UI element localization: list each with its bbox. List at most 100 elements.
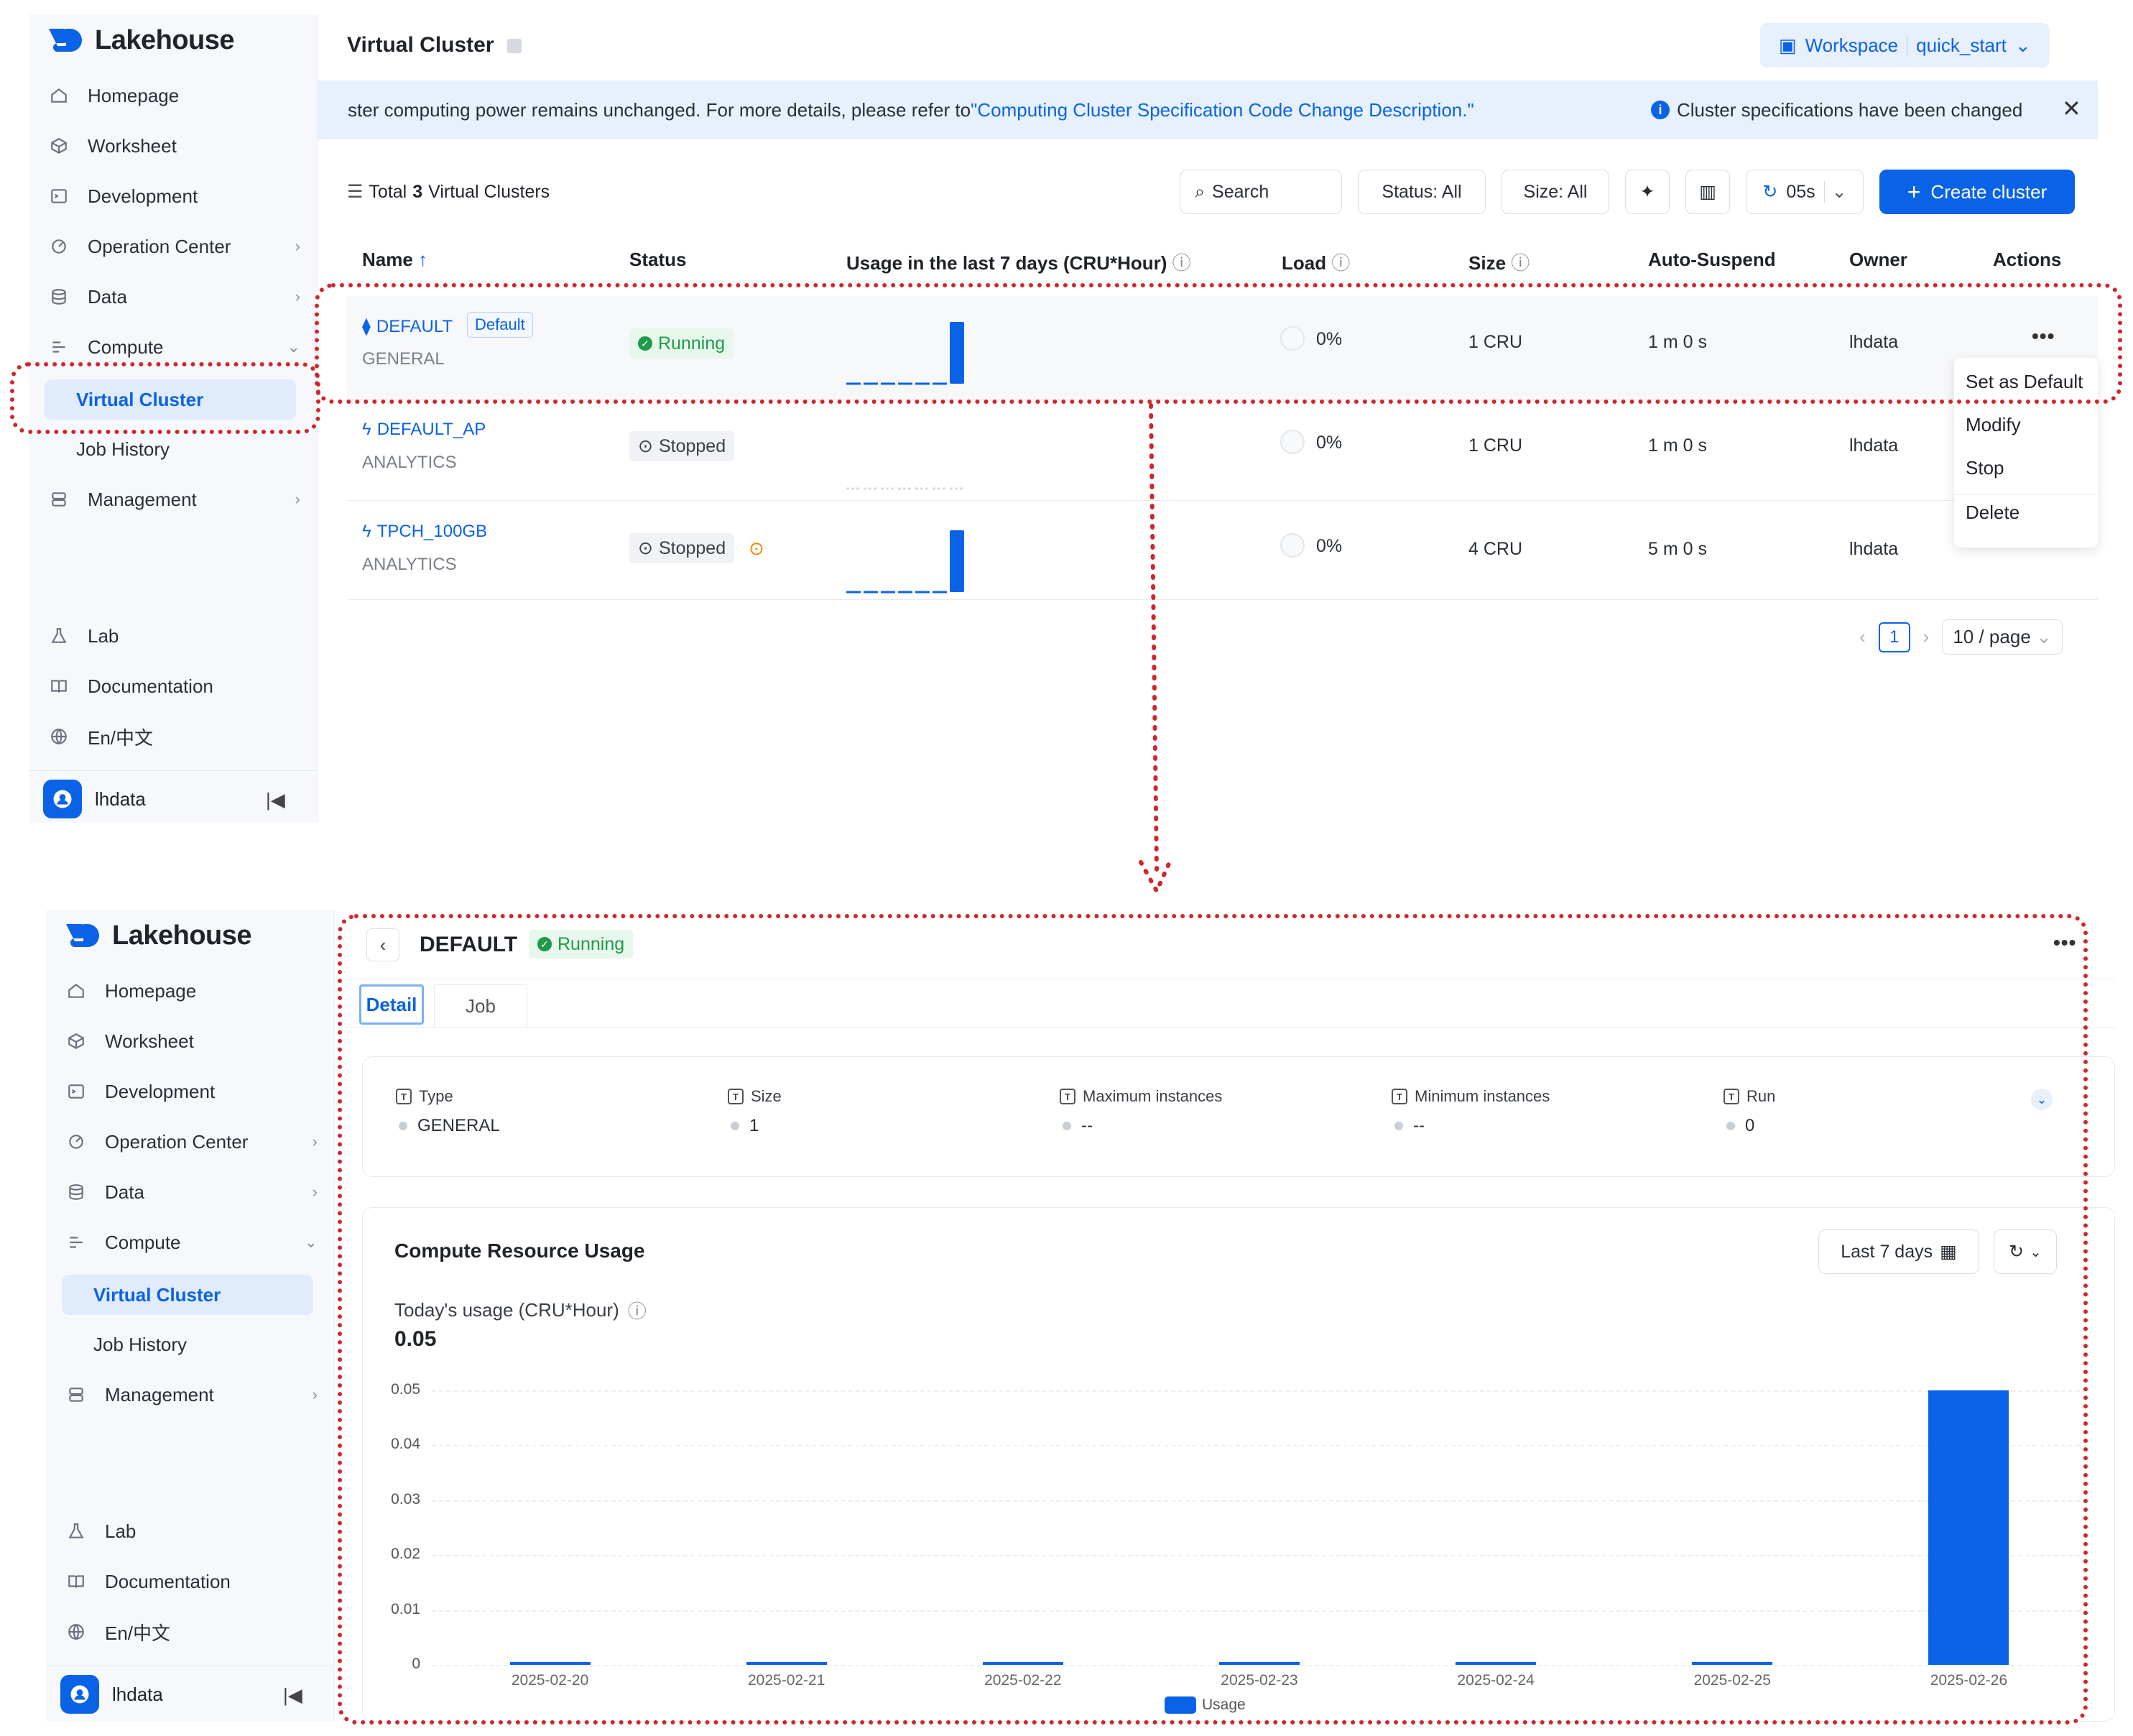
date-range-select[interactable]: Last 7 days ▦ [1818, 1229, 1979, 1274]
spec-change-link[interactable]: "Computing Cluster Specification Code Ch… [971, 98, 1474, 121]
sidebar-item-job-history[interactable]: Job History [45, 438, 170, 461]
column-load: Load ⓘ [1282, 252, 1351, 274]
chart-bar[interactable] [1456, 1662, 1537, 1665]
status-badge: ⊙ Stopped [629, 431, 735, 461]
menu-item-delete[interactable]: Delete [1966, 502, 2020, 523]
sidebar-item-data[interactable]: Data › [49, 277, 300, 316]
chart-bar[interactable] [1928, 1390, 2009, 1665]
info-doc-icon[interactable] [506, 39, 522, 54]
expand-icon[interactable]: ⌄ [2031, 1089, 2053, 1110]
sidebar-item-lab[interactable]: Lab [66, 1512, 318, 1551]
user-profile[interactable]: lhdata [43, 780, 146, 818]
chevron-down-icon: ⌄ [304, 1233, 318, 1251]
app-logo[interactable]: Lakehouse [45, 24, 235, 56]
status-filter[interactable]: Status: All [1358, 170, 1486, 214]
sidebar-item-compute[interactable]: Compute ⌄ [49, 328, 300, 366]
size-value: 1 CRU [1468, 332, 1523, 352]
cluster-icon: ⧫ [362, 317, 371, 336]
sidebar-item-label: Job History [93, 1334, 188, 1355]
auto-refresh-button[interactable]: ↻ 05s ⌄ [1746, 170, 1864, 214]
cluster-name-link[interactable]: ⧫ DEFAULT [362, 316, 453, 337]
language-switch[interactable]: En/中文 [66, 1612, 318, 1651]
cluster-name-link[interactable]: ϟ DEFAULT_AP [362, 420, 486, 439]
workspace-value: quick_start [1916, 34, 2007, 56]
prop-size-value: 1 [731, 1116, 759, 1136]
info-icon[interactable]: ⓘ [627, 1301, 647, 1322]
sidebar-item-documentation[interactable]: Documentation [49, 667, 300, 706]
collapse-sidebar-icon[interactable]: |◀ [266, 789, 285, 811]
info-icon[interactable]: ⓘ [1172, 252, 1191, 274]
sidebar-item-management[interactable]: Management › [49, 480, 300, 519]
collapse-sidebar-icon[interactable]: |◀ [283, 1684, 302, 1706]
usage-sparkline [846, 530, 964, 594]
sidebar-item-operation-center[interactable]: Operation Center › [49, 227, 300, 266]
sidebar-item-homepage[interactable]: Homepage [66, 971, 318, 1010]
sidebar-item-label: Virtual Cluster [93, 1283, 221, 1306]
menu-item-set-default[interactable]: Set as Default [1966, 371, 2083, 392]
sidebar-item-virtual-cluster[interactable]: Virtual Cluster [45, 379, 296, 420]
sidebar-item-development[interactable]: Development [49, 177, 300, 216]
page-number[interactable]: 1 [1878, 622, 1910, 652]
cluster-detail-screen: Lakehouse Homepage Worksheet Development… [46, 910, 2115, 1722]
sidebar-item-label: Virtual Cluster [76, 388, 204, 410]
size-filter[interactable]: Size: All [1502, 170, 1609, 214]
page-size-select[interactable]: 10 / page ⌄ [1942, 619, 2063, 655]
menu-item-modify[interactable]: Modify [1966, 414, 2021, 435]
more-actions-icon[interactable]: ••• [2032, 325, 2055, 347]
chart-bar[interactable] [1219, 1662, 1300, 1665]
tab-detail[interactable]: Detail [359, 984, 424, 1025]
language-switch[interactable]: En/中文 [49, 717, 300, 756]
sidebar-item-job-history[interactable]: Job History [62, 1334, 187, 1356]
check-circle-icon: ✓ [537, 937, 552, 951]
sidebar: Lakehouse Homepage Worksheet Development… [29, 14, 318, 823]
prop-run-label: T Run [1723, 1087, 1775, 1106]
close-icon[interactable]: ✕ [2062, 96, 2081, 121]
sidebar-item-compute[interactable]: Compute ⌄ [66, 1223, 318, 1262]
chart-bar[interactable] [1692, 1662, 1773, 1665]
menu-item-stop[interactable]: Stop [1966, 457, 2004, 479]
sidebar-item-lab[interactable]: Lab [49, 617, 300, 655]
info-icon[interactable]: ⓘ [1331, 252, 1351, 274]
sidebar-item-label: Operation Center [105, 1130, 249, 1153]
info-icon[interactable]: ⓘ [1511, 252, 1530, 274]
sidebar-item-virtual-cluster[interactable]: Virtual Cluster [62, 1275, 313, 1315]
chevron-down-icon: ⌄ [2036, 626, 2052, 647]
chevron-right-icon: › [295, 287, 300, 305]
chart-bar[interactable] [509, 1662, 591, 1665]
sidebar-item-development[interactable]: Development [66, 1072, 318, 1111]
sidebar-item-management[interactable]: Management › [66, 1375, 318, 1414]
prev-page-icon[interactable]: ‹ [1859, 626, 1866, 647]
search-input[interactable]: ⌕ Search [1180, 170, 1342, 214]
cluster-name-link[interactable]: ϟ TPCH_100GB [362, 522, 488, 541]
database-icon [66, 1182, 86, 1202]
app-name: Lakehouse [112, 920, 252, 951]
sidebar-item-documentation[interactable]: Documentation [66, 1562, 318, 1601]
sidebar-item-operation-center[interactable]: Operation Center › [66, 1122, 318, 1161]
chart-legend[interactable]: Usage [1165, 1696, 1246, 1714]
chart-bar[interactable] [982, 1662, 1063, 1665]
user-profile[interactable]: lhdata [60, 1675, 163, 1714]
tab-job[interactable]: Job [434, 984, 527, 1028]
arrow-annotation [1139, 403, 1172, 896]
sidebar-item-worksheet[interactable]: Worksheet [66, 1022, 318, 1061]
more-actions-icon[interactable]: ••• [2053, 931, 2077, 954]
sidebar-item-homepage[interactable]: Homepage [49, 76, 300, 115]
columns-button[interactable]: ▥ [1685, 170, 1730, 214]
banner-text: ster computing power remains unchanged. … [348, 98, 971, 121]
sidebar-item-data[interactable]: Data › [66, 1173, 318, 1211]
column-name[interactable]: Name ↑ [362, 249, 428, 270]
sidebar-item-label: Data [105, 1181, 144, 1203]
workspace-selector[interactable]: ▣ Workspace quick_start ⌄ [1760, 23, 2050, 68]
back-button[interactable]: ‹ [366, 928, 399, 961]
refresh-button[interactable]: ↻ ⌄ [1994, 1229, 2057, 1274]
warning-icon[interactable]: ⊙ [749, 537, 764, 559]
clear-filter-button[interactable]: ✦ [1625, 170, 1670, 214]
cluster-icon: ϟ [362, 420, 371, 439]
next-page-icon[interactable]: › [1923, 626, 1930, 647]
app-logo[interactable]: Lakehouse [62, 920, 252, 951]
create-cluster-button[interactable]: + Create cluster [1879, 170, 2075, 214]
sidebar-item-worksheet[interactable]: Worksheet [49, 126, 300, 165]
default-badge: Default [467, 312, 533, 338]
sidebar-item-label: Job History [76, 438, 170, 460]
chart-bar[interactable] [746, 1662, 827, 1665]
